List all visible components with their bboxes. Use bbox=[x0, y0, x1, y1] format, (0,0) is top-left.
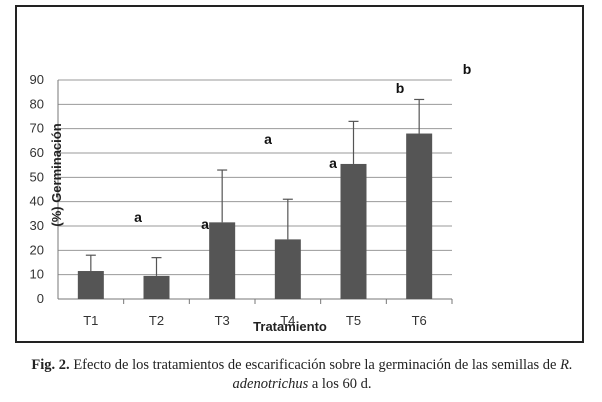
significance-letter: a bbox=[134, 209, 142, 225]
bar-t2 bbox=[143, 275, 170, 299]
x-axis-title: Tratamiento bbox=[253, 319, 327, 334]
significance-letter: a bbox=[264, 131, 272, 147]
caption-text-end: a los 60 d. bbox=[308, 376, 372, 392]
x-tick-label: T3 bbox=[215, 313, 230, 328]
y-tick-label: 10 bbox=[30, 267, 44, 282]
y-tick-label: 60 bbox=[30, 145, 44, 160]
y-tick-label: 30 bbox=[30, 218, 44, 233]
y-tick-label: 80 bbox=[30, 96, 44, 111]
y-tick-label: 90 bbox=[30, 72, 44, 87]
y-tick-label: 70 bbox=[30, 121, 44, 136]
bar-t3 bbox=[209, 222, 236, 299]
y-tick-label: 50 bbox=[30, 169, 44, 184]
bar-t4 bbox=[274, 239, 301, 299]
caption-text: Efecto de los tratamientos de escarifica… bbox=[69, 357, 561, 373]
x-tick-label: T6 bbox=[412, 313, 427, 328]
x-tick-label: T4 bbox=[280, 313, 295, 328]
x-tick-label: T2 bbox=[149, 313, 164, 328]
y-tick-label: 40 bbox=[30, 194, 44, 209]
bar-t6 bbox=[406, 133, 433, 299]
bar-t5 bbox=[340, 163, 367, 299]
significance-letter: a bbox=[201, 216, 209, 232]
bar-t1 bbox=[77, 271, 104, 299]
figure-caption: Fig. 2. Efecto de los tratamientos de es… bbox=[10, 356, 594, 394]
species-name: R. adenotrichus bbox=[232, 357, 573, 392]
x-tick-label: T5 bbox=[346, 313, 361, 328]
significance-letter: b bbox=[396, 80, 405, 96]
x-tick-label: T1 bbox=[83, 313, 98, 328]
significance-letter: a bbox=[329, 155, 337, 171]
y-axis-title: (%) Germinación bbox=[49, 123, 64, 226]
significance-letter: b bbox=[463, 61, 472, 77]
y-tick-label: 20 bbox=[30, 242, 44, 257]
figure-label: Fig. 2. bbox=[31, 357, 70, 373]
y-tick-label: 0 bbox=[37, 291, 44, 306]
